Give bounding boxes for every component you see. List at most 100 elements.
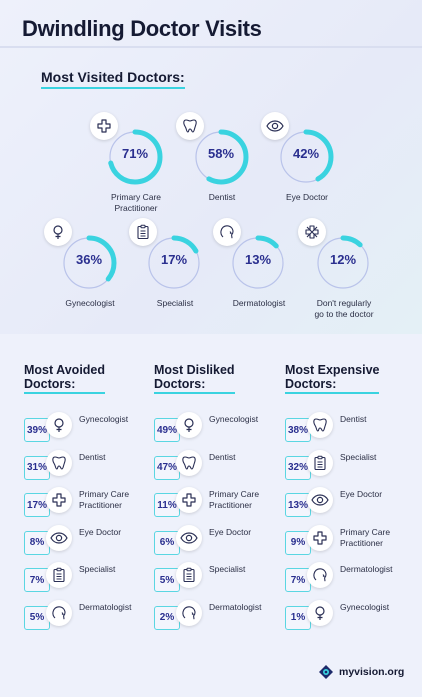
avoided-heading: Most Avoided Doctors: <box>24 363 106 394</box>
cross-icon <box>46 487 72 513</box>
list-item: 11% Primary Care Practitioner <box>154 487 284 517</box>
ring-chart <box>193 129 249 185</box>
ring-chart <box>146 235 202 291</box>
tooth-icon <box>176 112 204 140</box>
ring-label: Dentist <box>208 192 236 202</box>
percent-badge: 13% <box>285 493 311 517</box>
head-icon <box>46 599 72 626</box>
ring-label: Dermatologist <box>232 298 286 308</box>
percent-badge: 39% <box>24 418 50 442</box>
percent-badge: 6% <box>154 530 180 555</box>
clipboard-icon <box>46 562 72 588</box>
ring-percent: 17% <box>160 252 188 267</box>
no-cross-icon <box>298 218 326 246</box>
list-item: 32% Specialist <box>285 449 415 480</box>
list-item: 13% Eye Doctor <box>285 487 415 517</box>
ring-chart <box>315 235 371 291</box>
ring-chart <box>278 129 334 185</box>
doctor-label: Primary Care Practitioner <box>209 489 260 510</box>
female-icon <box>46 412 72 438</box>
ring-percent: 12% <box>329 252 357 267</box>
eye-icon <box>176 524 202 551</box>
list-item: 38% Dentist <box>285 412 415 442</box>
ring-arc <box>193 129 249 185</box>
ring-chart <box>107 129 163 185</box>
ring-percent: 13% <box>244 252 272 267</box>
cross-icon <box>90 112 118 140</box>
top-section <box>0 0 422 334</box>
ring-arc <box>146 235 202 291</box>
ring-label: Specialist <box>156 298 194 308</box>
head-icon <box>176 599 202 626</box>
doctor-label: Specialist <box>209 564 246 574</box>
percent-badge: 2% <box>154 605 180 630</box>
myvision-logo-icon <box>319 665 333 679</box>
head-icon <box>213 218 241 246</box>
doctor-label: Primary Care Practitioner <box>79 489 130 510</box>
clipboard-icon <box>129 218 157 246</box>
eye-icon <box>261 112 289 140</box>
list-item: 1% Gynecologist <box>285 599 415 630</box>
list-item: 7% Specialist <box>24 562 154 592</box>
doctor-label: Primary Care Practitioner <box>340 526 391 548</box>
doctor-label: Gynecologist <box>79 414 129 424</box>
ring-label: Primary Care Practitioner <box>110 192 162 213</box>
percent-badge: 1% <box>285 605 311 630</box>
disliked-heading: Most Disliked Doctors: <box>154 363 235 394</box>
list-item: 5% Dermatologist <box>24 599 154 630</box>
list-item: 8% Eye Doctor <box>24 524 154 555</box>
tooth-icon <box>307 412 333 438</box>
ring-item: 36% Gynecologist <box>30 212 150 322</box>
list-item: 7% Dermatologist <box>285 562 415 592</box>
clipboard-icon <box>176 562 202 588</box>
ring-percent: 36% <box>75 252 103 267</box>
doctor-label: Eye Doctor <box>340 489 383 499</box>
list-item: 5% Specialist <box>154 562 284 592</box>
female-icon <box>44 218 72 246</box>
brand-name: myvision.org <box>339 666 405 678</box>
ring-arc <box>278 129 334 185</box>
brand: myvision.org <box>318 664 404 680</box>
ring-arc <box>61 235 117 291</box>
ring-item: 17% Specialist <box>115 212 235 322</box>
percent-badge: 47% <box>154 455 180 480</box>
ring-percent: 42% <box>292 146 320 161</box>
cross-icon <box>307 524 333 551</box>
ring-item: 58% Dentist <box>162 106 282 216</box>
doctor-label: Dermatologist <box>209 601 262 612</box>
eye-icon <box>307 487 333 513</box>
ring-chart <box>61 235 117 291</box>
ring-arc <box>315 235 371 291</box>
list-item: 6% Eye Doctor <box>154 524 284 555</box>
expensive-heading: Most Expensive Doctors: <box>285 363 380 394</box>
percent-badge: 31% <box>24 455 50 480</box>
title-divider <box>0 46 422 48</box>
ring-percent: 58% <box>207 146 235 161</box>
ring-arc <box>230 235 286 291</box>
doctor-label: Gynecologist <box>340 601 390 612</box>
female-icon <box>176 412 202 438</box>
doctor-label: Dentist <box>209 451 236 462</box>
female-icon <box>307 599 333 626</box>
ring-label: Don't regularly go to the doctor <box>314 298 374 319</box>
doctor-label: Eye Doctor <box>209 526 252 537</box>
tooth-icon <box>46 449 72 476</box>
list-item: 31% Dentist <box>24 449 154 480</box>
doctor-label: Dermatologist <box>79 601 132 612</box>
doctor-label: Specialist <box>79 564 116 574</box>
ring-label: Gynecologist <box>65 298 115 308</box>
list-item: 47% Dentist <box>154 449 284 480</box>
list-item: 17% Primary Care Practitioner <box>24 487 154 517</box>
cross-icon <box>176 487 202 513</box>
doctor-label: Gynecologist <box>209 414 259 424</box>
list-item: 49% Gynecologist <box>154 412 284 442</box>
eye-icon <box>46 524 72 551</box>
page-title: Dwindling Doctor Visits <box>22 16 262 41</box>
ring-arc <box>107 129 163 185</box>
doctor-label: Eye Doctor <box>79 526 122 537</box>
clipboard-icon <box>307 449 333 476</box>
most-visited-heading: Most Visited Doctors: <box>41 69 185 89</box>
ring-item: 13% Dermatologist <box>199 212 319 322</box>
ring-item: 42% Eye Doctor <box>247 106 367 216</box>
list-item: 2% Dermatologist <box>154 599 284 630</box>
